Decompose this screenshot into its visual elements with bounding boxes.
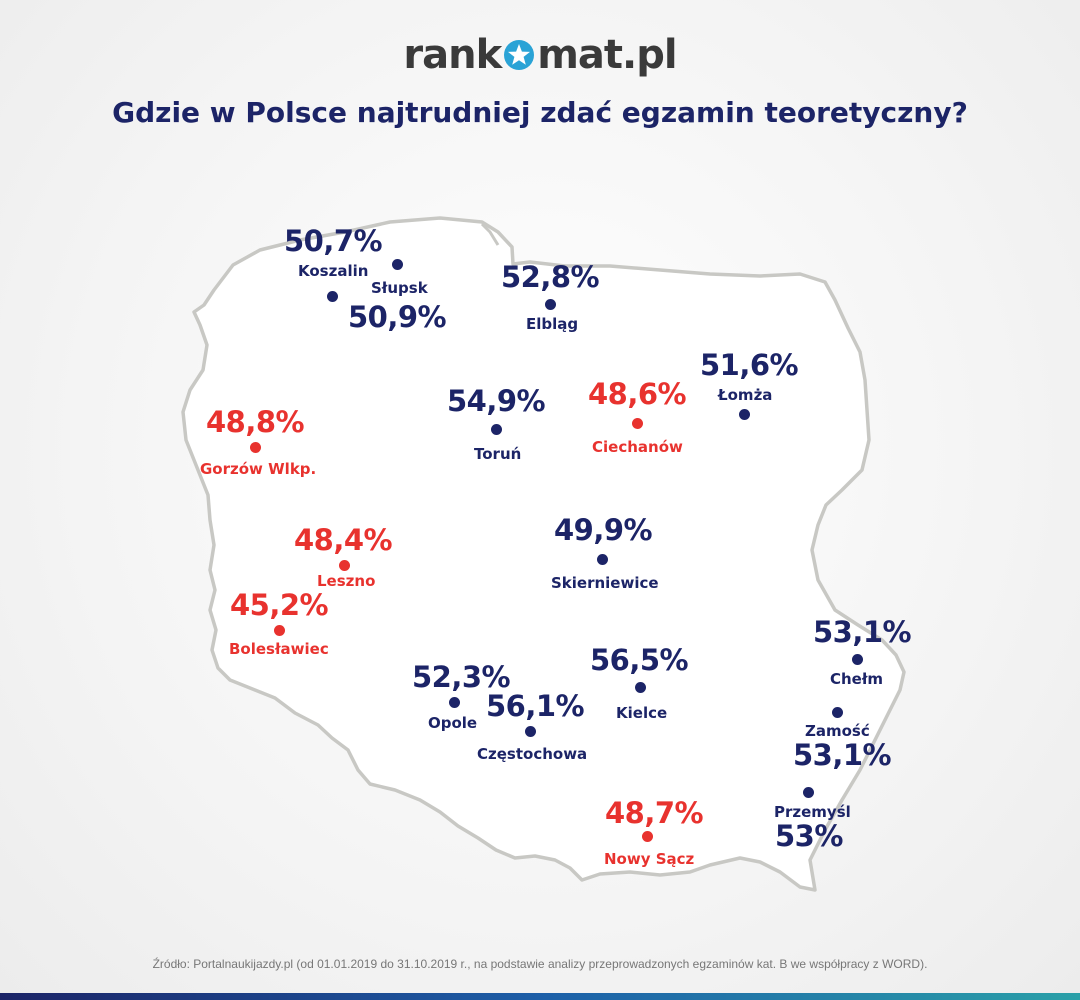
city-name: Skierniewice <box>551 574 659 592</box>
city-dot <box>491 424 502 435</box>
pass-rate-value: 51,6% <box>700 348 799 382</box>
city-name: Toruń <box>474 445 522 463</box>
city-name: Opole <box>428 714 478 732</box>
baltic-coast-spit <box>480 222 500 246</box>
pass-rate-value: 50,9% <box>348 300 447 334</box>
city-dot <box>250 442 261 453</box>
pass-rate-value: 50,7% <box>284 224 383 258</box>
pass-rate-value: 49,9% <box>554 513 653 547</box>
city-dot <box>597 554 608 565</box>
city-dot <box>632 418 643 429</box>
city-dot <box>852 654 863 665</box>
city-name: Elbląg <box>526 315 579 333</box>
city-name: Koszalin <box>298 262 369 280</box>
pass-rate-value: 48,7% <box>605 796 704 830</box>
city-dot <box>635 682 646 693</box>
logo-text-left: rank <box>403 32 502 78</box>
pass-rate-value: 52,3% <box>412 660 511 694</box>
poland-border <box>181 216 906 892</box>
pass-rate-value: 56,1% <box>486 689 585 723</box>
logo-text-right: mat.pl <box>537 32 677 78</box>
city-dot <box>274 625 285 636</box>
city-name: Słupsk <box>371 279 428 297</box>
city-name: Gorzów Wlkp. <box>200 460 317 478</box>
pass-rate-value: 52,8% <box>501 260 600 294</box>
city-dot <box>449 697 460 708</box>
pass-rate-value: 45,2% <box>230 588 329 622</box>
city-dot <box>832 707 843 718</box>
city-name: Łomża <box>718 386 773 404</box>
city-name: Leszno <box>317 572 376 590</box>
logo: rank mat.pl <box>0 32 1080 78</box>
city-name: Kielce <box>616 704 668 722</box>
city-name: Ciechanów <box>592 438 683 456</box>
pass-rate-value: 48,4% <box>294 523 393 557</box>
city-dot <box>339 560 350 571</box>
bottom-accent-bar <box>0 993 1080 1000</box>
city-dot <box>525 726 536 737</box>
pass-rate-value: 56,5% <box>590 643 689 677</box>
pass-rate-value: 48,6% <box>588 377 687 411</box>
city-dot <box>739 409 750 420</box>
source-note: Źródło: Portalnaukijazdy.pl (od 01.01.20… <box>152 957 928 971</box>
city-name: Bolesławiec <box>229 640 329 658</box>
pass-rate-value: 53,1% <box>813 615 912 649</box>
star-icon <box>504 40 535 70</box>
city-name: Chełm <box>830 670 884 688</box>
page-title: Gdzie w Polsce najtrudniej zdać egzamin … <box>112 96 968 129</box>
city-dot <box>327 291 338 302</box>
city-name: Nowy Sącz <box>604 850 695 868</box>
pass-rate-value: 54,9% <box>447 384 546 418</box>
pass-rate-value: 48,8% <box>206 405 305 439</box>
city-dot <box>392 259 403 270</box>
pass-rate-value: 53% <box>775 819 843 853</box>
city-dot <box>545 299 556 310</box>
city-name: Częstochowa <box>477 745 588 763</box>
city-dot <box>642 831 653 842</box>
pass-rate-value: 53,1% <box>793 738 892 772</box>
city-dot <box>803 787 814 798</box>
city-name: Przemyśl <box>774 803 851 821</box>
city-name: Zamość <box>805 722 870 740</box>
